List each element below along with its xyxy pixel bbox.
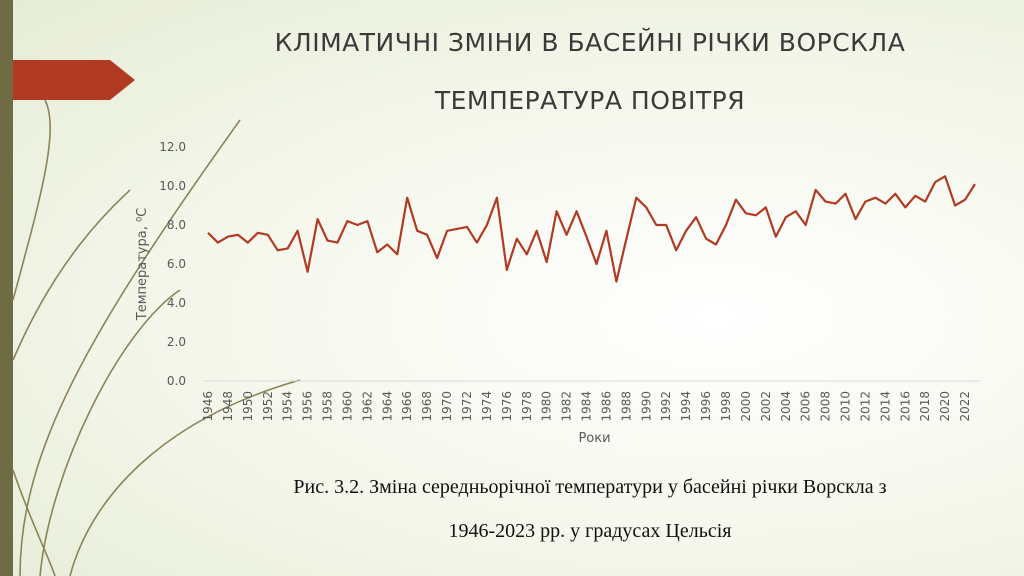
x-axis-ticks: 1946 1948 1950 1952 1954 1956 1958 1960 1962 1964… xyxy=(201,391,972,422)
x-tick-label: 1970 xyxy=(440,391,454,422)
x-axis-title: Роки xyxy=(578,431,610,446)
x-tick-label: 2006 xyxy=(799,391,813,422)
figure-caption-line1: Рис. 3.2. Зміна середньорічної температу… xyxy=(293,476,887,498)
left-accent-bar xyxy=(0,0,13,576)
x-tick-label: 1960 xyxy=(340,391,354,422)
x-tick-label: 1984 xyxy=(580,391,594,422)
x-tick-label: 2008 xyxy=(819,391,833,422)
x-tick-label: 2020 xyxy=(938,391,952,422)
x-tick-label: 2018 xyxy=(918,391,932,422)
x-tick-label: 2014 xyxy=(878,391,892,422)
x-tick-label: 1972 xyxy=(460,391,474,422)
x-tick-label: 1996 xyxy=(699,391,713,422)
series-line-temperature xyxy=(207,175,976,283)
x-tick-label: 1948 xyxy=(221,391,235,422)
y-tick-label: 0.0 xyxy=(167,374,186,388)
x-tick-label: 2004 xyxy=(779,391,793,422)
x-tick-label: 1962 xyxy=(360,391,374,422)
x-tick-label: 1968 xyxy=(420,391,434,422)
x-tick-label: 2016 xyxy=(898,391,912,422)
y-axis-ticks: 0.0 2.0 4.0 6.0 8.0 10.0 12.0 xyxy=(159,140,186,388)
x-tick-label: 2002 xyxy=(759,391,773,422)
slide-title-line1: КЛІМАТИЧНІ ЗМІНИ В БАСЕЙНІ РІЧКИ ВОРСКЛА xyxy=(274,28,906,57)
x-tick-label: 1980 xyxy=(540,391,554,422)
x-tick-label: 1966 xyxy=(400,391,414,422)
x-tick-label: 1976 xyxy=(500,391,514,422)
figure-caption-line2: 1946-2023 рр. у градусах Цельсія xyxy=(448,520,732,542)
y-tick-label: 12.0 xyxy=(159,140,186,154)
x-tick-label: 1990 xyxy=(639,391,653,422)
y-tick-label: 10.0 xyxy=(159,179,186,193)
series-group xyxy=(207,175,976,283)
x-tick-label: 1988 xyxy=(619,391,633,422)
x-tick-label: 2022 xyxy=(958,391,972,422)
slide-title-line2: ТЕМПЕРАТУРА ПОВІТРЯ xyxy=(434,86,746,115)
y-tick-label: 4.0 xyxy=(167,296,186,310)
x-tick-label: 1994 xyxy=(679,391,693,422)
x-tick-label: 1958 xyxy=(321,391,335,422)
x-tick-label: 2012 xyxy=(858,391,872,422)
x-tick-label: 1956 xyxy=(301,391,315,422)
x-tick-label: 1974 xyxy=(480,391,494,422)
x-tick-label: 2000 xyxy=(739,391,753,422)
y-axis-title: Температура, ⁰С xyxy=(135,208,150,322)
x-tick-label: 1954 xyxy=(281,391,295,422)
y-tick-label: 2.0 xyxy=(167,335,186,349)
x-tick-label: 1982 xyxy=(560,391,574,422)
x-tick-label: 1998 xyxy=(719,391,733,422)
x-tick-label: 2010 xyxy=(839,391,853,422)
temperature-line-chart: 0.0 2.0 4.0 6.0 8.0 10.0 12.0 1946 1948 1950 1952… xyxy=(135,140,980,446)
x-tick-label: 1978 xyxy=(520,391,534,422)
y-tick-label: 6.0 xyxy=(167,257,186,271)
x-tick-label: 1964 xyxy=(380,391,394,422)
y-tick-label: 8.0 xyxy=(167,218,186,232)
x-tick-label: 1992 xyxy=(659,391,673,422)
x-tick-label: 1950 xyxy=(241,391,255,422)
x-tick-label: 1946 xyxy=(201,391,215,422)
x-tick-label: 1952 xyxy=(261,391,275,422)
x-tick-label: 1986 xyxy=(599,391,613,422)
